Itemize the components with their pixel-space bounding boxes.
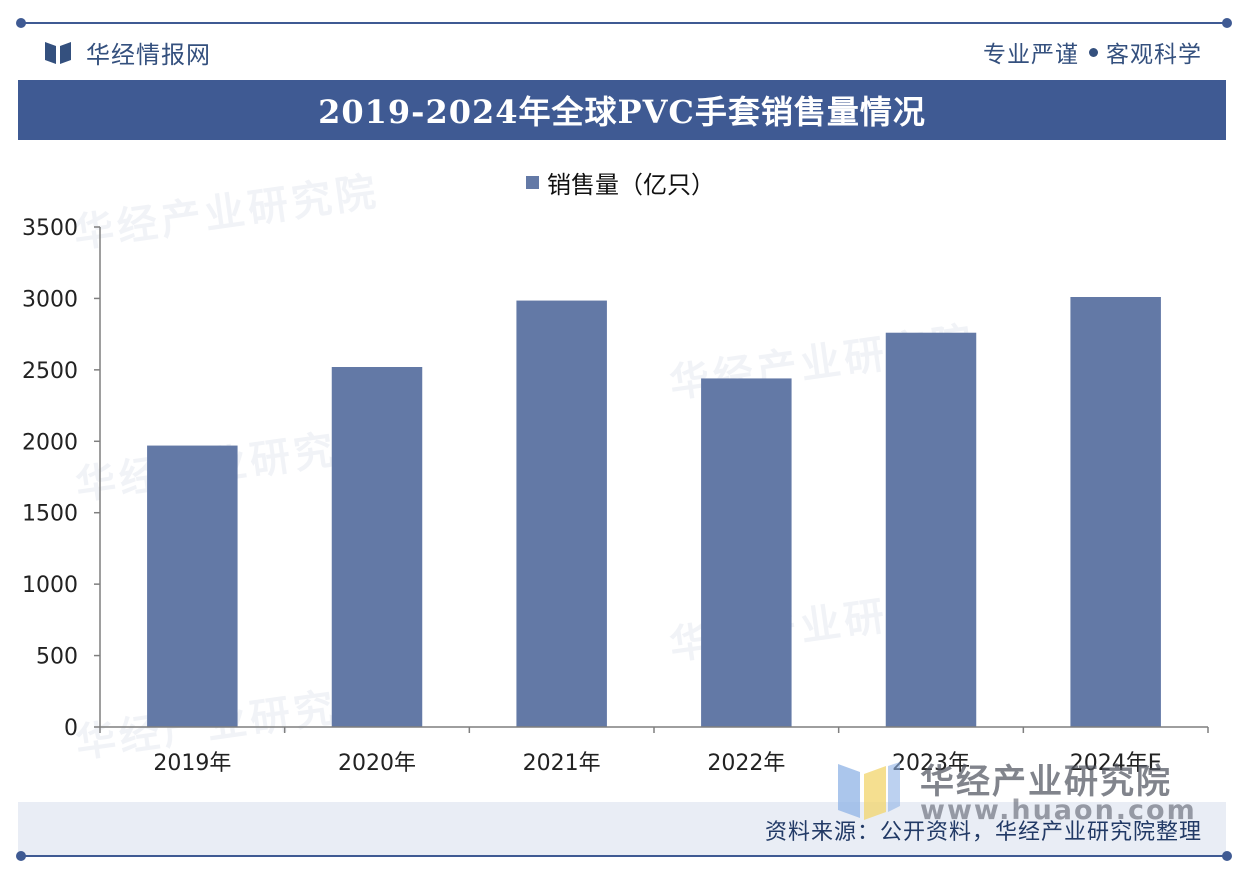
y-tick-label: 2000 <box>22 430 78 455</box>
bar <box>147 445 238 727</box>
x-axis-ticks: 2019年 2020年 2021年 2022年 2023年 2024年E <box>99 727 1209 776</box>
brand-name: 华经情报网 <box>86 40 211 69</box>
top-rule-left-dot <box>16 18 26 28</box>
chart-title-bar: 2019-2024年全球PVC手套销售量情况 <box>18 80 1226 140</box>
y-tick-label: 0 <box>64 716 78 741</box>
y-tick-label: 500 <box>36 645 78 670</box>
source-bar: 资料来源：公开资料，华经产业研究院整理 <box>18 802 1226 856</box>
bars <box>147 297 1161 727</box>
x-tick-label: 2021年 <box>523 751 601 776</box>
bar <box>885 332 977 727</box>
chart-title: 2019-2024年全球PVC手套销售量情况 <box>318 93 926 131</box>
legend-label: 销售量（亿只） <box>547 170 715 199</box>
brand-book-icon <box>45 42 71 64</box>
legend-swatch <box>526 175 539 189</box>
bottom-rule <box>20 855 1228 857</box>
top-rule-right-dot <box>1222 18 1232 28</box>
y-tick-label: 1000 <box>22 573 78 598</box>
source-note: 资料来源：公开资料，华经产业研究院整理 <box>764 820 1202 845</box>
huajing-cube-logo-icon <box>838 762 900 820</box>
motto-left: 专业严谨 <box>983 42 1079 68</box>
top-rule <box>20 22 1228 24</box>
x-tick-label: 2024年E <box>1070 751 1162 776</box>
x-tick-label: 2019年 <box>153 751 231 776</box>
y-tick-label: 1500 <box>22 502 78 527</box>
y-tick-label: 3000 <box>22 287 78 312</box>
x-tick-label: 2022年 <box>707 751 785 776</box>
y-axis-ticks: 0 500 1000 1500 2000 2500 3000 3500 <box>22 216 100 741</box>
x-tick-label: 2023年 <box>892 751 970 776</box>
bar <box>701 378 792 727</box>
brand: 华经情报网 <box>44 34 211 70</box>
y-tick-label: 2500 <box>22 359 78 384</box>
corner-watermark-name: 华经产业研究院 <box>920 762 1172 802</box>
motto: 专业严谨 客观科学 <box>983 34 1202 70</box>
motto-bullet <box>1089 47 1098 57</box>
motto-right: 客观科学 <box>1106 42 1202 68</box>
y-tick-label: 3500 <box>22 216 78 241</box>
bottom-rule-left-dot <box>16 851 26 861</box>
bottom-rule-right-dot <box>1222 851 1232 861</box>
bar <box>331 367 423 727</box>
legend: 销售量（亿只） <box>526 165 715 199</box>
corner-watermark-url: www.huaon.com <box>920 795 1197 826</box>
bar <box>516 300 607 727</box>
x-tick-label: 2020年 <box>338 751 416 776</box>
bar <box>1070 297 1161 727</box>
